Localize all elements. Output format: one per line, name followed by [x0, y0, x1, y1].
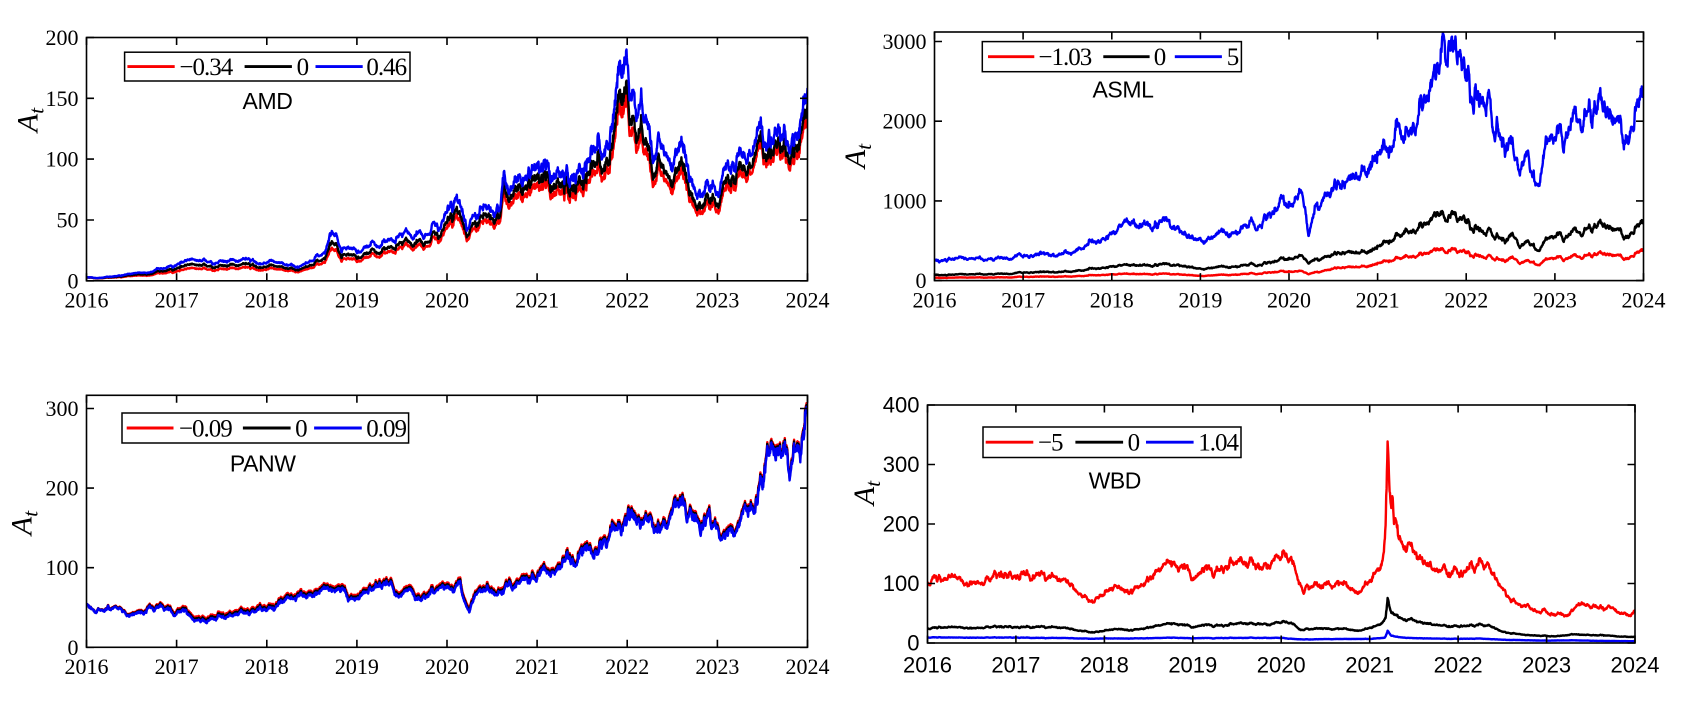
svg-text:2023: 2023 [695, 288, 739, 313]
svg-text:2017: 2017 [155, 654, 199, 679]
svg-text:2024: 2024 [786, 288, 830, 313]
svg-text:2019: 2019 [335, 288, 379, 313]
svg-text:100: 100 [46, 147, 79, 172]
svg-text:1000: 1000 [883, 188, 927, 213]
svg-text:WBD: WBD [1089, 468, 1141, 494]
svg-text:2021: 2021 [1356, 288, 1400, 313]
svg-text:AMD: AMD [243, 88, 293, 114]
svg-text:2018: 2018 [1080, 653, 1129, 678]
svg-text:2023: 2023 [695, 654, 739, 679]
svg-text:−0.09: −0.09 [179, 415, 232, 442]
svg-text:50: 50 [57, 208, 79, 233]
svg-text:2020: 2020 [1267, 288, 1311, 313]
svg-text:0: 0 [68, 635, 79, 660]
svg-text:2020: 2020 [1257, 653, 1306, 678]
svg-text:ASML: ASML [1092, 77, 1154, 103]
svg-text:2023: 2023 [1522, 653, 1571, 678]
svg-text:−1.03: −1.03 [1038, 44, 1091, 71]
svg-text:200: 200 [46, 25, 79, 50]
svg-text:0: 0 [1128, 430, 1140, 457]
svg-text:2019: 2019 [1178, 288, 1222, 313]
svg-text:2020: 2020 [425, 288, 469, 313]
svg-text:2022: 2022 [1434, 653, 1483, 678]
svg-text:0: 0 [907, 631, 919, 656]
svg-text:0: 0 [916, 268, 927, 293]
svg-text:2023: 2023 [1533, 288, 1577, 313]
svg-text:100: 100 [883, 571, 920, 596]
svg-text:2024: 2024 [1611, 653, 1660, 678]
svg-text:200: 200 [883, 512, 920, 537]
svg-text:0.46: 0.46 [366, 54, 406, 81]
svg-text:2018: 2018 [1090, 288, 1134, 313]
svg-text:2022: 2022 [1444, 288, 1488, 313]
svg-text:2019: 2019 [1168, 653, 1217, 678]
svg-text:−0.34: −0.34 [179, 54, 233, 81]
svg-text:2017: 2017 [991, 653, 1040, 678]
svg-text:300: 300 [883, 452, 920, 477]
svg-text:150: 150 [46, 86, 79, 111]
svg-text:2021: 2021 [515, 288, 559, 313]
svg-text:2017: 2017 [1001, 288, 1045, 313]
svg-text:2018: 2018 [245, 654, 289, 679]
svg-text:2024: 2024 [1622, 288, 1666, 313]
svg-text:2016: 2016 [65, 288, 109, 313]
svg-text:5: 5 [1227, 44, 1239, 71]
svg-text:1.04: 1.04 [1198, 430, 1239, 457]
svg-text:2019: 2019 [335, 654, 379, 679]
svg-text:2016: 2016 [913, 288, 957, 313]
svg-text:300: 300 [46, 396, 79, 421]
svg-text:2018: 2018 [245, 288, 289, 313]
svg-text:2022: 2022 [605, 654, 649, 679]
svg-text:PANW: PANW [230, 451, 296, 477]
svg-text:100: 100 [46, 555, 79, 580]
svg-text:0: 0 [295, 415, 307, 442]
svg-text:2000: 2000 [883, 109, 927, 134]
svg-text:400: 400 [883, 393, 920, 418]
svg-text:0.09: 0.09 [366, 415, 406, 442]
svg-text:2016: 2016 [65, 654, 109, 679]
svg-text:3000: 3000 [883, 29, 927, 54]
svg-text:200: 200 [46, 476, 79, 501]
svg-text:2022: 2022 [605, 288, 649, 313]
svg-text:2021: 2021 [515, 654, 559, 679]
svg-text:2021: 2021 [1345, 653, 1394, 678]
svg-text:0: 0 [1154, 44, 1166, 71]
svg-text:−5: −5 [1038, 430, 1063, 457]
svg-text:2024: 2024 [786, 654, 830, 679]
svg-text:0: 0 [68, 268, 79, 293]
svg-text:2017: 2017 [155, 288, 199, 313]
svg-text:2020: 2020 [425, 654, 469, 679]
svg-text:0: 0 [297, 54, 309, 81]
svg-text:2016: 2016 [903, 653, 952, 678]
